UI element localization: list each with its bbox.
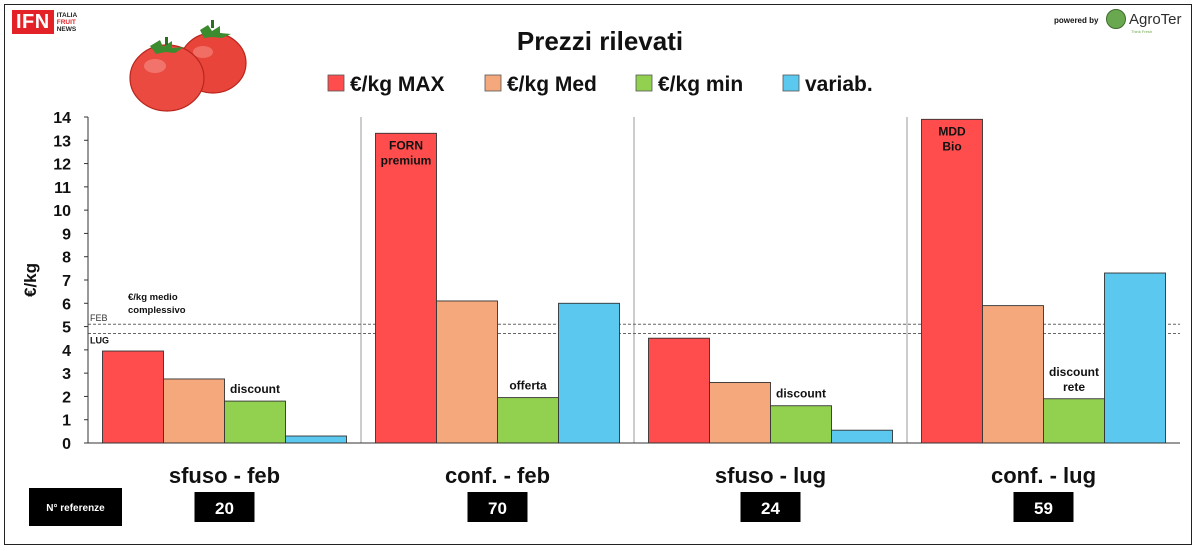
agroter-tagline: Think Fresh (1131, 29, 1153, 34)
referenze-count: 70 (488, 499, 507, 518)
y-tick-label: 8 (62, 250, 71, 267)
bar-annotation: Bio (942, 139, 961, 153)
bar (982, 305, 1044, 444)
legend-label: €/kg Med (507, 73, 597, 96)
bar (558, 302, 620, 444)
bar (921, 118, 983, 444)
referenze-count-box (467, 492, 528, 522)
bar (1043, 398, 1105, 444)
x-category-label: conf. - lug (991, 463, 1096, 488)
reference-line-label: LUG (90, 336, 109, 346)
referenze-row: N° referenze 20 70 24 59 (29, 488, 1074, 526)
chart-frame (4, 4, 1192, 545)
chart-title: Prezzi rilevati (517, 26, 683, 56)
bar-annotation: offerta (509, 379, 547, 393)
ifn-logo-text: ITALIA FRUIT NEWS (57, 12, 77, 33)
bar (709, 382, 771, 444)
bar (831, 429, 893, 444)
y-axis-label: €/kg (21, 263, 40, 297)
agroter-leaf-icon (1106, 9, 1126, 29)
legend-label: €/kg MAX (350, 73, 445, 96)
y-tick-label: 9 (62, 226, 71, 243)
legend-swatch (327, 74, 345, 92)
group-separators (360, 117, 908, 443)
legend-swatch (782, 74, 800, 92)
legend-label: €/kg min (658, 73, 743, 96)
powered-by-label: powered by (1054, 16, 1099, 25)
legend-label: variab. (805, 73, 873, 96)
referenze-count-box (740, 492, 801, 522)
bar (1104, 272, 1166, 444)
tomato-illustration (129, 20, 247, 112)
bar-annotation: MDD (938, 124, 966, 138)
bar-annotation: premium (381, 153, 432, 167)
referenze-count: 24 (761, 499, 780, 518)
referenze-count-box (194, 492, 255, 522)
bar (497, 397, 559, 444)
ifn-logo-line3: NEWS (56, 25, 77, 33)
reference-caption: €/kg medio (128, 292, 178, 303)
bar (285, 435, 347, 444)
agroter-name: AgroTer (1129, 10, 1182, 28)
bar-annotation: discount (1049, 365, 1099, 379)
referenze-count-box (1013, 492, 1074, 522)
bar (770, 405, 832, 444)
legend-swatch (484, 74, 502, 92)
y-tick-label: 5 (62, 320, 71, 337)
bar-annotation: rete (1063, 380, 1085, 394)
x-category-label: conf. - feb (445, 463, 550, 488)
chart-legend: €/kg MAX €/kg Med €/kg min variab. (327, 73, 873, 96)
y-tick-label: 14 (53, 110, 71, 127)
legend-swatch (635, 74, 653, 92)
referenze-label-box (29, 488, 122, 526)
bar-annotation: discount (776, 387, 826, 401)
x-axis-labels: sfuso - feb conf. - feb sfuso - lug conf. -… (169, 463, 1096, 488)
ifn-logo-line1: ITALIA (56, 11, 78, 19)
ifn-logo-line2: FRUIT (56, 18, 76, 26)
bar (375, 132, 437, 444)
y-tick-label: 11 (54, 180, 71, 197)
y-tick-label: 2 (62, 389, 71, 406)
bars (102, 118, 1166, 444)
referenze-count: 59 (1034, 499, 1053, 518)
bar (224, 400, 286, 444)
y-tick-label: 10 (53, 203, 71, 220)
y-tick-label: 4 (62, 343, 71, 360)
y-tick-label: 0 (62, 436, 71, 453)
y-tick-label: 12 (53, 157, 71, 174)
reference-line-label: FEB (90, 313, 108, 323)
bar (102, 350, 164, 444)
referenze-count: 20 (215, 499, 234, 518)
y-tick-label: 1 (62, 413, 71, 430)
y-tick-label: 7 (62, 273, 71, 290)
bar-annotation: discount (230, 382, 280, 396)
y-tick-label: 6 (62, 296, 71, 313)
x-category-label: sfuso - lug (715, 463, 826, 488)
agroter-logo: AgroTer (1106, 9, 1182, 29)
bar (436, 300, 498, 444)
bar (648, 337, 710, 444)
bar-annotation: FORN (389, 138, 423, 152)
x-category-label: sfuso - feb (169, 463, 280, 488)
referenze-label: N° referenze (46, 503, 105, 514)
y-tick-label: 3 (62, 366, 71, 383)
ifn-logo: IFN ITALIA FRUIT NEWS (12, 9, 77, 35)
y-tick-label: 13 (53, 133, 71, 150)
ifn-logo-mark: IFN (12, 10, 54, 34)
bar (163, 378, 225, 444)
reference-caption: complessivo (128, 305, 186, 316)
